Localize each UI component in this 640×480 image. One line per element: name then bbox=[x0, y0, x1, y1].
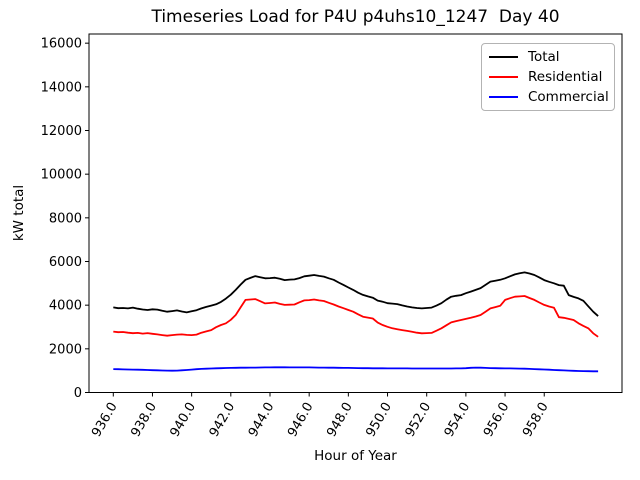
legend-line-residential-icon bbox=[489, 76, 518, 78]
legend-label-total: Total bbox=[528, 49, 560, 65]
y-tick-label: 2000 bbox=[49, 342, 82, 357]
legend-item-residential: Residential bbox=[489, 67, 614, 87]
y-tick-label: 0 bbox=[74, 386, 82, 401]
x-tick-label: 936.0 bbox=[89, 400, 121, 440]
plot-frame bbox=[88, 33, 623, 393]
legend-line-commercial-icon bbox=[489, 96, 518, 98]
x-axis-label: Hour of Year bbox=[314, 448, 397, 464]
legend-line-total-icon bbox=[489, 56, 518, 58]
legend-item-total: Total bbox=[489, 47, 614, 67]
y-tick-label: 16000 bbox=[41, 37, 82, 52]
legend-label-residential: Residential bbox=[528, 69, 603, 85]
y-axis-label: kW total bbox=[11, 184, 27, 242]
legend-item-commercial: Commercial bbox=[489, 87, 614, 107]
y-tick-label: 14000 bbox=[41, 80, 82, 95]
y-tick-label: 8000 bbox=[49, 211, 82, 226]
x-tick-label: 940.0 bbox=[168, 400, 200, 440]
x-tick-label: 958.0 bbox=[520, 400, 552, 440]
x-tick-label: 942.0 bbox=[207, 400, 239, 440]
y-tick-label: 4000 bbox=[49, 299, 82, 314]
y-tick-label: 12000 bbox=[41, 124, 82, 139]
y-tick-label: 6000 bbox=[49, 255, 82, 270]
legend-label-commercial: Commercial bbox=[528, 89, 609, 105]
x-tick-label: 946.0 bbox=[285, 400, 317, 440]
series-line-commercial bbox=[113, 366, 599, 373]
x-tick-label: 956.0 bbox=[481, 400, 513, 440]
x-tick-label: 948.0 bbox=[324, 400, 356, 440]
y-tick-label: 10000 bbox=[41, 168, 82, 183]
x-tick-label: 954.0 bbox=[442, 400, 474, 440]
x-tick-label: 950.0 bbox=[363, 400, 395, 440]
series-line-residential bbox=[113, 295, 599, 338]
series-line-total bbox=[113, 271, 599, 317]
x-tick-label: 952.0 bbox=[403, 400, 435, 440]
legend: Total Residential Commercial bbox=[481, 43, 615, 111]
chart-title: Timeseries Load for P4U p4uhs10_1247 Day… bbox=[151, 7, 560, 27]
x-tick-label: 938.0 bbox=[128, 400, 160, 440]
x-tick-label: 944.0 bbox=[246, 400, 278, 440]
